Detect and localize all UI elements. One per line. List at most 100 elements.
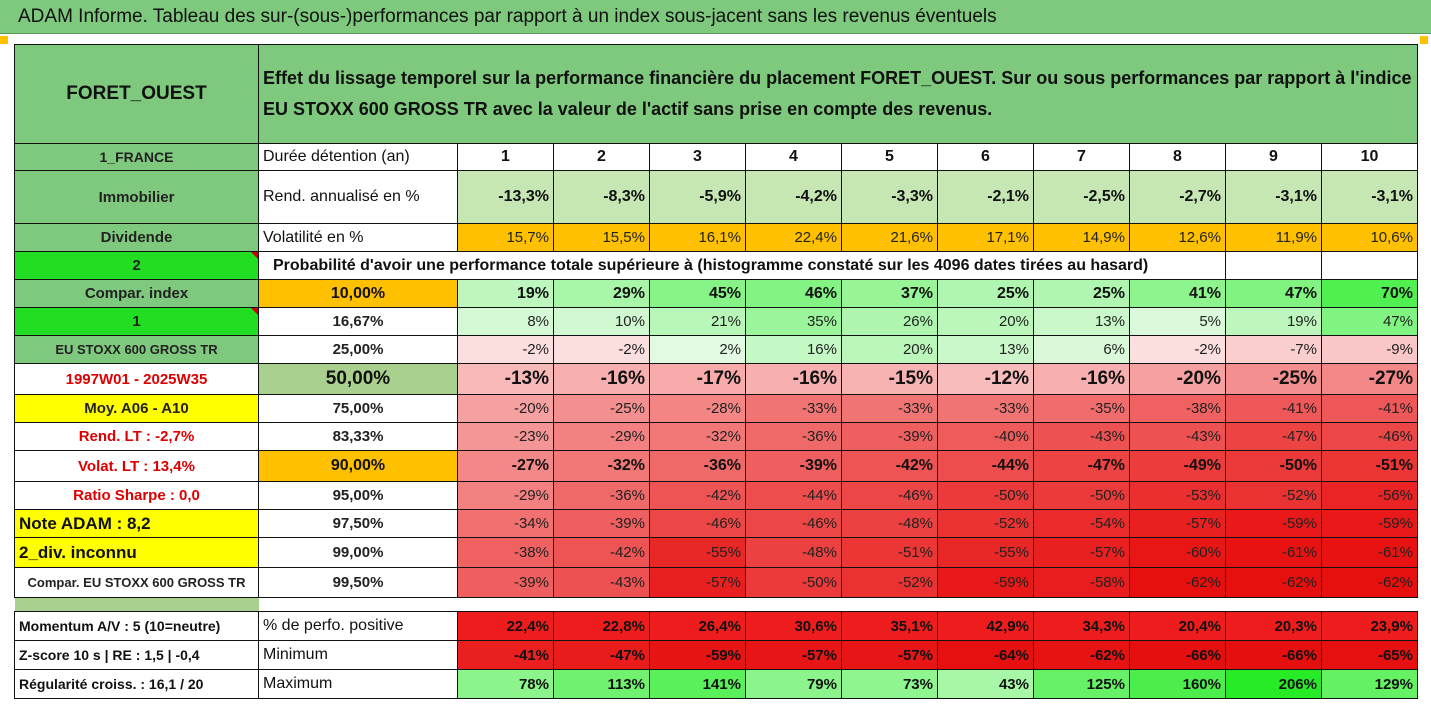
quantile-prob: 10,00% xyxy=(258,279,458,308)
quantile-value: -32% xyxy=(553,450,650,482)
spacer-cell xyxy=(14,597,259,612)
quantile-value: -16% xyxy=(553,363,650,395)
stat-value: 30,6% xyxy=(745,611,842,641)
stat-value: 129% xyxy=(1321,669,1418,699)
stat-value: -57% xyxy=(841,640,938,670)
stat-value: 35,1% xyxy=(841,611,938,641)
stat-value: 42,9% xyxy=(937,611,1034,641)
quantile-value: -46% xyxy=(841,481,938,510)
empty-cell xyxy=(1225,251,1322,280)
stat-value: 43% xyxy=(937,669,1034,699)
compar-full-label: Compar. EU STOXX 600 GROSS TR xyxy=(14,567,259,598)
quantile-value: -39% xyxy=(457,567,554,598)
vol-value: 16,1% xyxy=(649,223,746,252)
category-label: Immobilier xyxy=(14,170,259,224)
quantile-prob: 95,00% xyxy=(258,481,458,510)
spacer-cell xyxy=(259,598,1418,612)
num1-cell: 1 xyxy=(14,307,259,336)
quantile-value: -59% xyxy=(937,567,1034,598)
year-header: 1 xyxy=(457,143,554,171)
quantile-value: -52% xyxy=(1225,481,1322,510)
quantile-value: -46% xyxy=(649,509,746,538)
quantile-value: -62% xyxy=(1321,567,1418,598)
quantile-row: Note ADAM : 8,2 97,50% -34% -39% -46% -46% -48… xyxy=(14,509,1418,538)
stat-value: 79% xyxy=(745,669,842,699)
quantile-value: 25% xyxy=(1033,279,1130,308)
quantile-prob: 50,00% xyxy=(258,363,458,395)
max-label: Maximum xyxy=(258,669,458,699)
quantile-value: -58% xyxy=(1033,567,1130,598)
quantile-row: Moy. A06 - A10 75,00% -20% -25% -28% -33% -33%… xyxy=(14,394,1418,423)
quantile-row: 1997W01 - 2025W35 50,00% -13% -16% -17% -16% -… xyxy=(14,363,1418,395)
quantile-value: -48% xyxy=(745,537,842,568)
description-text: Effet du lissage temporel sur la perform… xyxy=(258,44,1418,144)
rend-value: -3,3% xyxy=(841,170,938,224)
quantile-value: -16% xyxy=(1033,363,1130,395)
quantile-value: 29% xyxy=(553,279,650,308)
num2-cell: 2 xyxy=(14,251,259,280)
quantile-value: -55% xyxy=(649,537,746,568)
volat-lt-label: Volat. LT : 13,4% xyxy=(14,450,259,482)
quantile-value: -25% xyxy=(553,394,650,423)
quantile-value: -49% xyxy=(1129,450,1226,482)
quantile-prob: 83,33% xyxy=(258,422,458,451)
quantile-prob: 16,67% xyxy=(258,307,458,336)
stat-value: -59% xyxy=(649,640,746,670)
asset-name: FORET_OUEST xyxy=(14,44,259,144)
quantile-value: 10% xyxy=(553,307,650,336)
rend-value: -8,3% xyxy=(553,170,650,224)
rend-value: -4,2% xyxy=(745,170,842,224)
stat-value: 22,4% xyxy=(457,611,554,641)
year-header: 5 xyxy=(841,143,938,171)
regularite-label: Régularité croiss. : 16,1 / 20 xyxy=(14,669,259,699)
period-label: 1997W01 - 2025W35 xyxy=(14,363,259,395)
vol-value: 11,9% xyxy=(1225,223,1322,252)
quantile-value: -46% xyxy=(1321,422,1418,451)
quantile-value: -13% xyxy=(457,363,554,395)
rend-value: -2,5% xyxy=(1033,170,1130,224)
rend-row: Immobilier Rend. annualisé en % -13,3% -8… xyxy=(14,170,1418,224)
zscore-label: Z-score 10 s | RE : 1,5 | -0,4 xyxy=(14,640,259,670)
momentum-label: Momentum A/V : 5 (10=neutre) xyxy=(14,611,259,641)
year-header: 3 xyxy=(649,143,746,171)
quantile-value: -51% xyxy=(1321,450,1418,482)
sharpe-label: Ratio Sharpe : 0,0 xyxy=(14,481,259,510)
quantile-value: -59% xyxy=(1321,509,1418,538)
quantile-value: -54% xyxy=(1033,509,1130,538)
quantile-value: -50% xyxy=(745,567,842,598)
country-label: 1_FRANCE xyxy=(14,143,259,171)
stats-row: Z-score 10 s | RE : 1,5 | -0,4 Minimum -41… xyxy=(14,640,1418,670)
quantile-value: -16% xyxy=(745,363,842,395)
stat-value: -47% xyxy=(553,640,650,670)
rend-value: -5,9% xyxy=(649,170,746,224)
quantile-value: -39% xyxy=(841,422,938,451)
stat-value: 22,8% xyxy=(553,611,650,641)
quantile-value: -60% xyxy=(1129,537,1226,568)
stats-row: Régularité croiss. : 16,1 / 20 Maximum 78%… xyxy=(14,669,1418,699)
stat-value: 78% xyxy=(457,669,554,699)
stat-value: 23,9% xyxy=(1321,611,1418,641)
prob-header-row: 2 Probabilité d'avoir une performance to… xyxy=(14,251,1418,280)
year-header: 4 xyxy=(745,143,842,171)
quantile-value: 19% xyxy=(457,279,554,308)
quantile-value: 46% xyxy=(745,279,842,308)
stat-value: -66% xyxy=(1129,640,1226,670)
rend-value: -3,1% xyxy=(1321,170,1418,224)
quantile-value: 13% xyxy=(937,335,1034,364)
quantile-value: 13% xyxy=(1033,307,1130,336)
dividend-label: Dividende xyxy=(14,223,259,252)
quantile-value: -33% xyxy=(841,394,938,423)
stat-value: -62% xyxy=(1033,640,1130,670)
quantile-value: -53% xyxy=(1129,481,1226,510)
quantile-value: -2% xyxy=(1129,335,1226,364)
quantile-value: 45% xyxy=(649,279,746,308)
quantile-value: -44% xyxy=(745,481,842,510)
quantile-value: -62% xyxy=(1225,567,1322,598)
quantile-value: -36% xyxy=(553,481,650,510)
pos-label: % de perfo. positive xyxy=(258,611,458,641)
compar-index-label: Compar. index xyxy=(14,279,259,308)
quantile-row: Rend. LT : -2,7% 83,33% -23% -29% -32% -36% -3… xyxy=(14,422,1418,451)
quantile-value: -12% xyxy=(937,363,1034,395)
stat-value: -41% xyxy=(457,640,554,670)
quantile-value: -36% xyxy=(649,450,746,482)
